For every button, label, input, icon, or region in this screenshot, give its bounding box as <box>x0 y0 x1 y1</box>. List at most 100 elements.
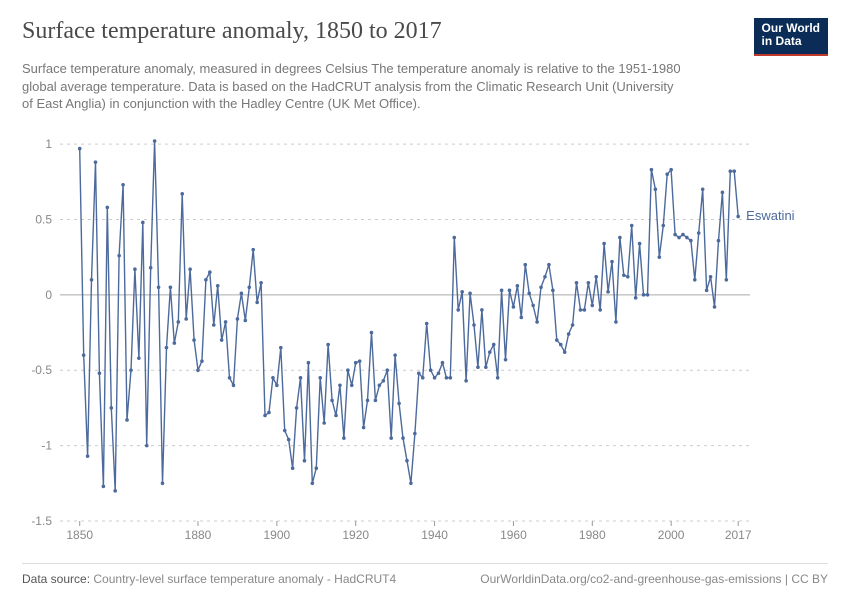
series-point <box>366 399 370 403</box>
series-point <box>382 379 386 383</box>
x-tick-label: 1980 <box>579 528 606 542</box>
y-tick-label: -0.5 <box>31 363 52 377</box>
series-point <box>370 331 374 335</box>
header: Surface temperature anomaly, 1850 to 201… <box>22 18 828 56</box>
series-point <box>240 292 244 296</box>
series-point <box>567 332 571 336</box>
series-point <box>224 320 228 324</box>
series-point <box>559 343 563 347</box>
series-point <box>433 376 437 380</box>
series-point <box>563 350 567 354</box>
series-point <box>445 376 449 380</box>
series-point <box>736 215 740 219</box>
series-point <box>413 432 417 436</box>
series-point <box>149 266 153 270</box>
series-point <box>385 368 389 372</box>
series-point <box>98 371 102 375</box>
series-point <box>520 316 524 320</box>
series-point <box>283 429 287 433</box>
series-point <box>106 206 110 210</box>
series-point <box>429 368 433 372</box>
series-point <box>318 376 322 380</box>
series-point <box>173 341 177 345</box>
series-point <box>204 278 208 282</box>
series-point <box>421 376 425 380</box>
series-point <box>500 289 504 293</box>
series-point <box>216 284 220 288</box>
series-point <box>460 290 464 294</box>
series-point <box>728 169 732 173</box>
series-point <box>468 292 472 296</box>
series-point <box>169 286 173 290</box>
source-label: Data source: <box>22 572 90 586</box>
series-point <box>228 376 232 380</box>
series-point <box>721 191 725 195</box>
footer-attribution: OurWorldinData.org/co2-and-greenhouse-ga… <box>480 572 828 586</box>
series-point <box>180 192 184 196</box>
series-point <box>275 384 279 388</box>
series-point <box>247 286 251 290</box>
series-point <box>732 169 736 173</box>
series-point <box>287 438 291 442</box>
series-point <box>279 346 283 350</box>
series-point <box>362 426 366 430</box>
series-point <box>642 293 646 297</box>
series-point <box>389 436 393 440</box>
series-point <box>717 239 721 243</box>
series-point <box>342 436 346 440</box>
series-point <box>709 275 713 279</box>
series-point <box>638 242 642 246</box>
series-point <box>701 188 705 192</box>
series-point <box>244 319 248 323</box>
series-point <box>725 278 729 282</box>
footer-source: Data source: Country-level surface tempe… <box>22 572 396 586</box>
series-point <box>677 236 681 240</box>
series-point <box>547 263 551 267</box>
owid-logo: Our World in Data <box>754 18 828 56</box>
series-point <box>602 242 606 246</box>
series-point <box>449 376 453 380</box>
x-tick-label: 2017 <box>725 528 752 542</box>
series-point <box>165 346 169 350</box>
series-point <box>476 365 480 369</box>
series-point <box>523 263 527 267</box>
series-point <box>137 356 141 360</box>
y-tick-label: -1 <box>41 439 52 453</box>
y-tick-label: 0.5 <box>35 212 52 226</box>
series-point <box>86 454 90 458</box>
series-point <box>299 376 303 380</box>
series-point <box>575 281 579 285</box>
series-point <box>78 147 82 151</box>
series-point <box>188 267 192 271</box>
series-point <box>271 376 275 380</box>
source-text: Country-level surface temperature anomal… <box>93 572 396 586</box>
series-point <box>378 384 382 388</box>
series-point <box>713 305 717 309</box>
series-point <box>393 353 397 357</box>
series-point <box>681 233 685 237</box>
series-point <box>665 172 669 176</box>
series-point <box>326 343 330 347</box>
series-point <box>397 402 401 406</box>
series-point <box>346 368 350 372</box>
series-point <box>157 286 161 290</box>
series-point <box>610 260 614 264</box>
series-point <box>618 236 622 240</box>
page-subtitle: Surface temperature anomaly, measured in… <box>22 60 682 113</box>
series-point <box>622 273 626 277</box>
series-point <box>358 359 362 363</box>
series-point <box>673 233 677 237</box>
series-point <box>456 308 460 312</box>
series-point <box>196 368 200 372</box>
series-point <box>338 384 342 388</box>
series-point <box>587 281 591 285</box>
logo-line2: in Data <box>762 35 820 48</box>
series-point <box>251 248 255 252</box>
series-point <box>661 224 665 228</box>
series-label-eswatini: Eswatini <box>746 208 795 223</box>
footer: Data source: Country-level surface tempe… <box>22 563 828 586</box>
series-point <box>322 421 326 425</box>
y-tick-label: 0 <box>45 288 52 302</box>
series-point <box>658 255 662 259</box>
series-point <box>535 320 539 324</box>
